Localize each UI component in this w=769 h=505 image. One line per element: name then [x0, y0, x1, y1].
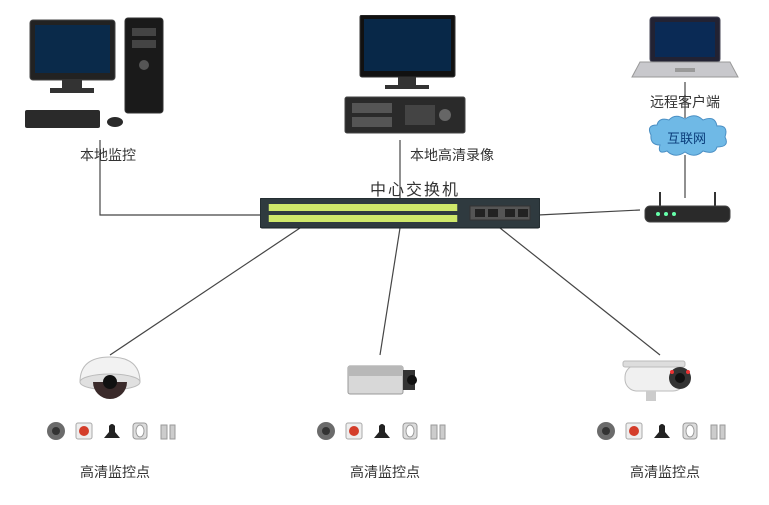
- central-switch-device: [260, 198, 540, 230]
- sensor-icon: [315, 420, 337, 442]
- camera-3-label: 高清监控点: [630, 462, 700, 482]
- sensor-icon: [101, 420, 123, 442]
- internet-label: 互联网: [667, 128, 706, 147]
- sensor-icon: [707, 420, 729, 442]
- local-hd-record-device: [340, 15, 470, 140]
- sensor-icon: [399, 420, 421, 442]
- camera-2-label: 高清监控点: [350, 462, 420, 482]
- sensor-row-2: [315, 420, 449, 442]
- sensor-icon: [679, 420, 701, 442]
- sensor-icon: [595, 420, 617, 442]
- sensor-icon: [343, 420, 365, 442]
- sensor-row-3: [595, 420, 729, 442]
- sensor-icon: [427, 420, 449, 442]
- sensor-icon: [623, 420, 645, 442]
- sensor-row-1: [45, 420, 179, 442]
- camera-1: [75, 352, 145, 407]
- camera-3: [620, 355, 705, 405]
- sensor-icon: [73, 420, 95, 442]
- camera-1-label: 高清监控点: [80, 462, 150, 482]
- sensor-icon: [371, 420, 393, 442]
- sensor-icon: [45, 420, 67, 442]
- sensor-icon: [651, 420, 673, 442]
- internet-cloud: 互联网: [645, 115, 730, 160]
- central-switch-label: 中心交换机: [370, 176, 460, 200]
- local-monitor-label: 本地监控: [80, 145, 136, 165]
- local-hd-record-label: 本地高清录像: [410, 145, 494, 165]
- sensor-icon: [157, 420, 179, 442]
- remote-client-device: [630, 15, 740, 85]
- sensor-icon: [129, 420, 151, 442]
- router-device: [640, 190, 735, 230]
- camera-2: [340, 358, 420, 403]
- local-monitor-device: [20, 10, 180, 135]
- remote-client-label: 远程客户端: [650, 92, 720, 112]
